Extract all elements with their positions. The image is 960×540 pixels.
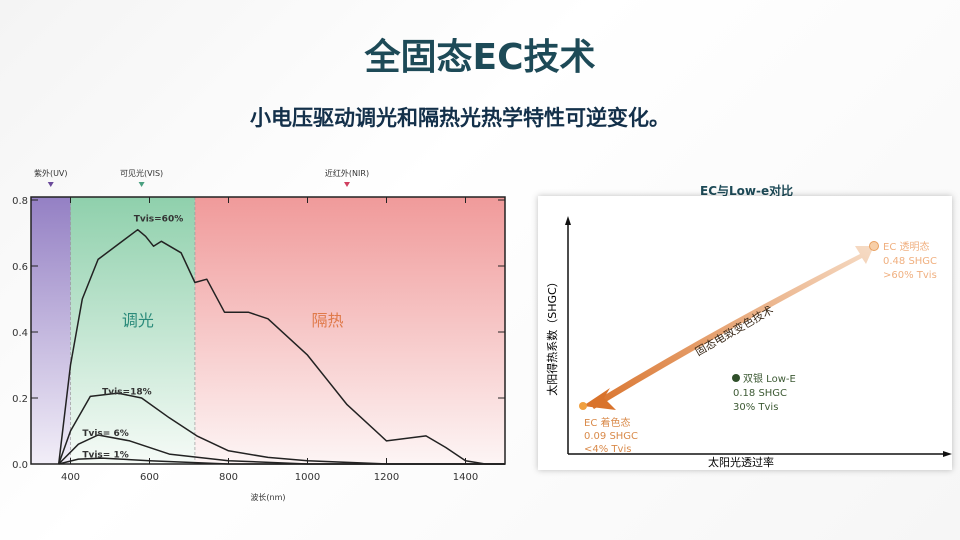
region-label: 可见光(VIS) (120, 168, 163, 178)
x-tick-label: 1400 (453, 472, 478, 483)
y-tick-label: 0.2 (12, 394, 28, 405)
y-tick-label: 0.0 (12, 460, 28, 471)
x-axis-arrow-icon (943, 451, 952, 457)
ec-arrow-head (583, 388, 616, 410)
region-1 (70, 197, 195, 464)
comparison-chart: 太阳光透过率 太阳得热系数（SHGC） 固态电致变色技术 EC 透明态 0.48 … (546, 216, 952, 469)
page-title: 全固态EC技术 (364, 37, 596, 78)
x-tick-label: 600 (140, 472, 159, 483)
y-axis-arrow-icon (565, 216, 571, 225)
point-ec-tinted-label: EC 着色态 0.09 SHGC <4% Tvis (584, 416, 638, 455)
comparison-chart-title: EC与Low-e对比 (700, 184, 794, 198)
region-marker-icon (47, 182, 54, 187)
point-low-e-label: 双银 Low-E 0.18 SHGC 30% Tvis (733, 372, 796, 413)
region-2 (194, 197, 506, 464)
series-label-3: Tvis= 1% (82, 450, 128, 460)
point-ec-clear-label: EC 透明态 0.48 SHGC >60% Tvis (883, 240, 937, 281)
plot-frame (30, 196, 506, 465)
series-line-0 (57, 228, 505, 465)
region-annotation-insulation: 隔热 (311, 311, 343, 330)
y-tick-label: 0.8 (12, 196, 28, 207)
ec-arrow-body (590, 246, 874, 409)
series-line-1 (57, 392, 505, 465)
region-0 (31, 197, 71, 464)
x-tick-label: 800 (219, 472, 238, 483)
x-tick-label: 1200 (374, 472, 399, 483)
y-tick-label: 0.4 (12, 328, 28, 339)
series-label-1: Tvis=18% (102, 388, 152, 398)
series-label-2: Tvis= 6% (82, 429, 128, 439)
x-tick-label: 400 (61, 472, 80, 483)
region-marker-icon (138, 182, 145, 187)
region-label: 紫外(UV) (34, 168, 68, 178)
y-tick-label: 0.6 (12, 262, 28, 273)
point-ec-tinted (579, 402, 587, 410)
arrow-label: 固态电致变色技术 (693, 302, 776, 358)
comparison-chart-panel (538, 196, 952, 470)
point-low-e (732, 374, 740, 382)
region-label: 近红外(NIR) (325, 168, 369, 178)
point-ec-clear (869, 241, 879, 251)
x-axis-label: 太阳光透过率 (708, 455, 774, 469)
x-tick-label: 1000 (295, 472, 320, 483)
transmission-spectrum-chart: 紫外(UV) 可见光(VIS) 近红外(NIR) 调光 隔热 Tvis=60% Tvis=… (12, 168, 506, 502)
x-axis-label: 波长(nm) (250, 492, 285, 502)
y-axis-label: 太阳得热系数（SHGC） (546, 276, 559, 395)
series-label-0: Tvis=60% (134, 214, 184, 224)
region-annotation-dimming: 调光 (122, 311, 154, 330)
page-subtitle: 小电压驱动调光和隔热光热学特性可逆变化。 (250, 106, 670, 130)
region-marker-icon (344, 182, 350, 187)
